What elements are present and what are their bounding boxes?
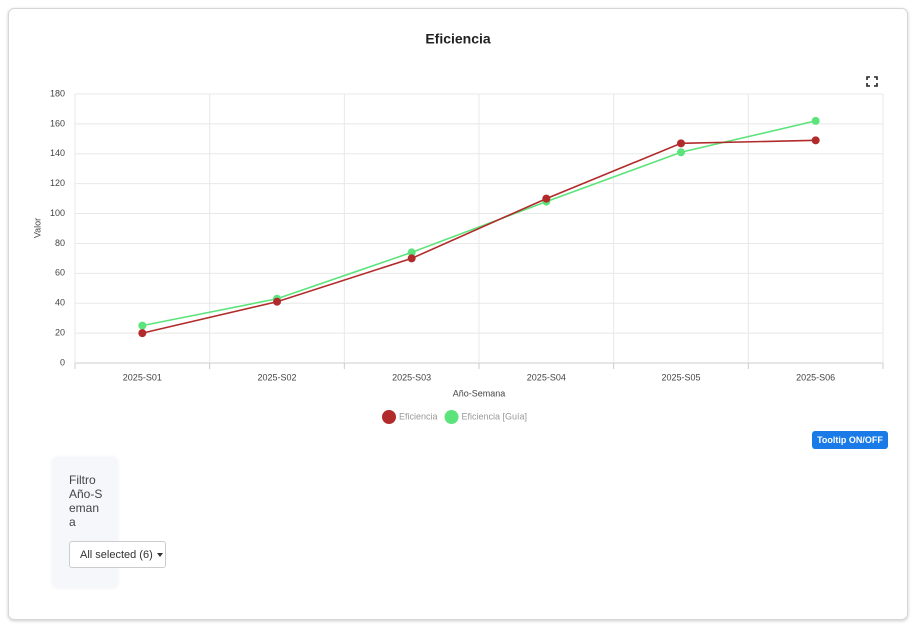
- y-tick-label: 180: [50, 88, 65, 98]
- y-axis-label: Valor: [32, 218, 42, 238]
- data-point: [811, 136, 820, 145]
- y-tick-label: 80: [55, 238, 65, 248]
- x-tick-label: 2025-S03: [392, 372, 431, 382]
- data-point: [811, 116, 820, 125]
- x-axis-label: Año-Semana: [453, 388, 506, 398]
- y-tick-label: 40: [55, 298, 65, 308]
- y-tick-label: 60: [55, 268, 65, 278]
- caret: [156, 552, 163, 557]
- y-tick-label: 160: [50, 118, 65, 128]
- filter-panel: Filtro Año-Semana: [52, 457, 118, 588]
- legend-label[interactable]: Eficiencia [Guía]: [462, 411, 528, 421]
- filter-label: Filtro Año-Semana: [69, 473, 103, 529]
- data-point: [677, 148, 685, 157]
- legend-label[interactable]: Eficiencia: [399, 411, 438, 421]
- legend-marker[interactable]: [382, 410, 396, 424]
- data-point: [677, 139, 685, 148]
- data-point: [138, 321, 147, 330]
- data-point: [407, 248, 416, 257]
- y-tick-label: 100: [50, 208, 65, 218]
- data-point: [273, 297, 281, 306]
- data-point: [407, 254, 416, 263]
- filter-dropdown[interactable]: All selected (6): [69, 541, 166, 568]
- y-tick-label: 20: [55, 327, 65, 337]
- legend-marker[interactable]: [444, 410, 459, 424]
- chart-title: Eficiencia: [425, 31, 491, 47]
- data-point: [138, 329, 147, 338]
- x-tick-label: 2025-S04: [527, 372, 566, 382]
- series-line: [142, 139, 816, 334]
- x-tick-label: 2025-S05: [661, 372, 700, 382]
- dropdown-text: All selected (6): [80, 548, 153, 561]
- fullscreen-icon[interactable]: [866, 76, 878, 87]
- y-tick-label: 140: [50, 148, 65, 158]
- x-tick-label: 2025-S06: [796, 372, 835, 382]
- x-tick-label: 2025-S02: [257, 372, 296, 382]
- x-tick-label: 2025-S01: [123, 372, 162, 382]
- data-point: [542, 194, 551, 203]
- tooltip-toggle[interactable]: Tooltip ON/OFF: [812, 431, 888, 449]
- card: [8, 8, 908, 620]
- y-tick-label: 0: [60, 357, 65, 367]
- series-line: [142, 120, 816, 327]
- y-tick-label: 120: [50, 178, 65, 188]
